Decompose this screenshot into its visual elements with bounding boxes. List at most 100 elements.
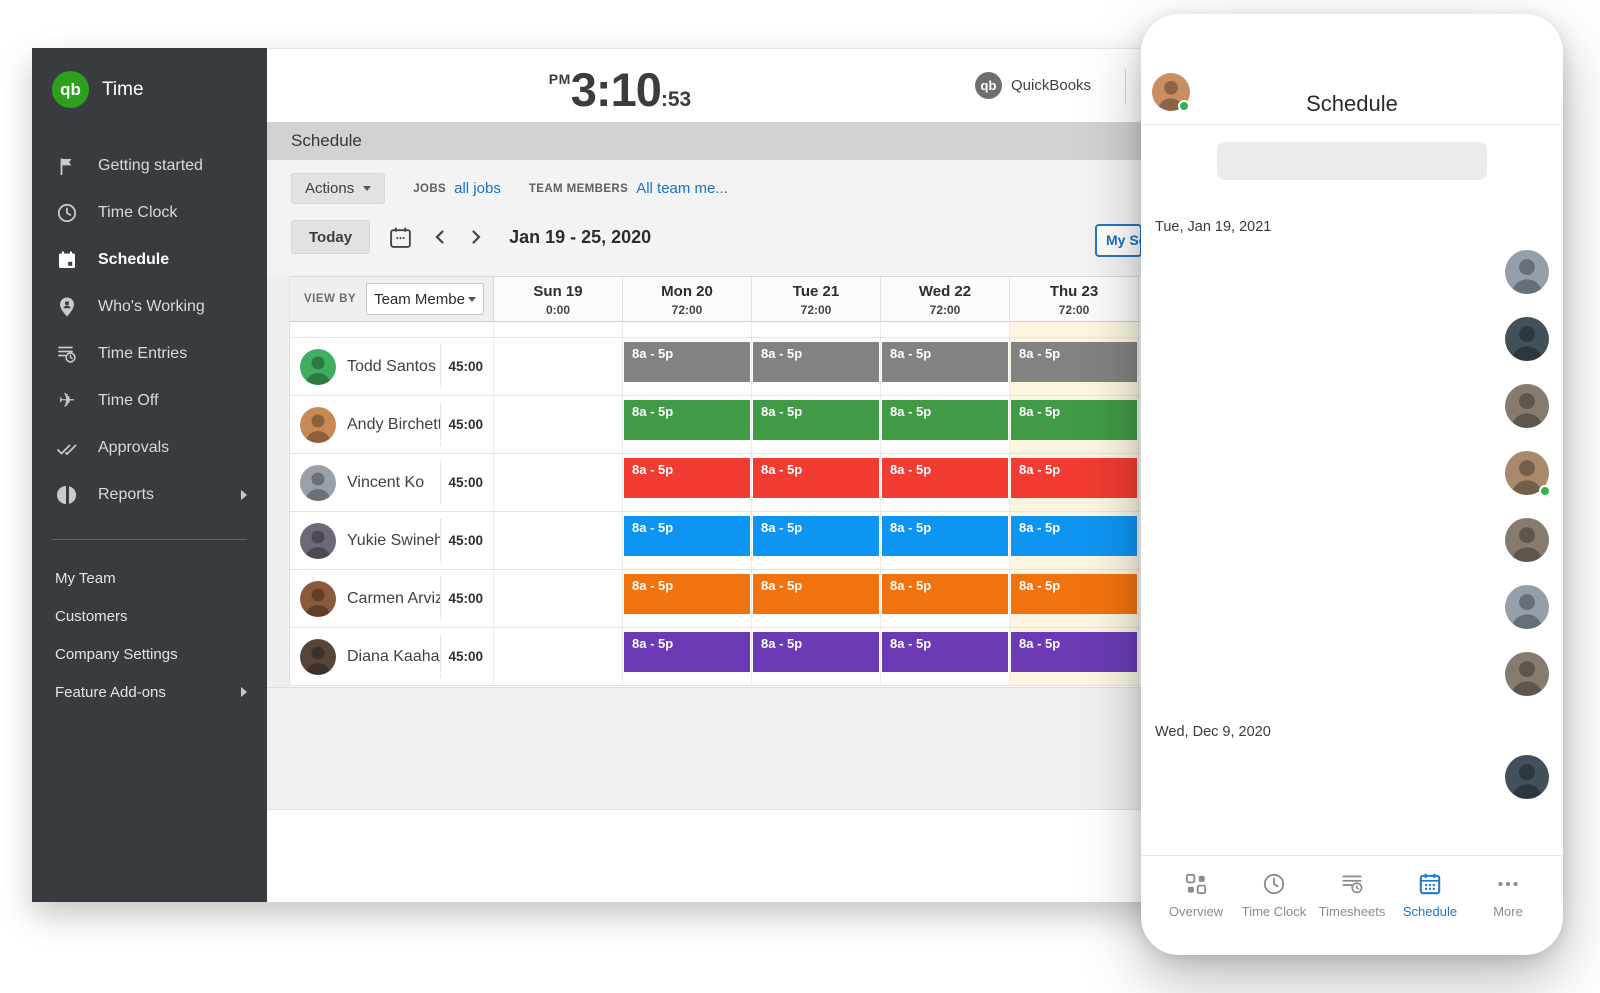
- shift-bar[interactable]: 8a - 5p: [753, 342, 879, 382]
- shift-bar[interactable]: 8a - 5p: [882, 400, 1008, 440]
- sidebar-item-whos-working[interactable]: Who's Working: [32, 283, 267, 330]
- sidebar-item-company-settings[interactable]: Company Settings: [32, 635, 267, 673]
- shift-cell-wed[interactable]: 8a - 5p: [881, 512, 1010, 569]
- day-header-cell[interactable]: Sun 19 0:00: [494, 277, 623, 321]
- sidebar-item-approvals[interactable]: Approvals: [32, 424, 267, 471]
- shift-cell-wed[interactable]: 8a - 5p: [881, 628, 1010, 685]
- day-header-cell[interactable]: Wed 22 72:00: [881, 277, 1010, 321]
- shift-cell-tue[interactable]: 8a - 5p: [752, 454, 881, 511]
- member-cell[interactable]: Todd Santos 45:00: [290, 338, 494, 395]
- shift-cell-tue[interactable]: 8a - 5p: [752, 570, 881, 627]
- shift-cell-tue[interactable]: 8a - 5p: [752, 396, 881, 453]
- shift-cell-wed[interactable]: 8a - 5p: [881, 454, 1010, 511]
- shift-bar[interactable]: 8a - 5p: [624, 574, 750, 614]
- shift-cell-wed[interactable]: 8a - 5p: [881, 570, 1010, 627]
- sidebar-item-customers[interactable]: Customers: [32, 597, 267, 635]
- nav-item-schedule[interactable]: Schedule: [1391, 871, 1469, 955]
- shift-cell-thu[interactable]: 8a - 5p: [1010, 338, 1139, 395]
- member-cell[interactable]: Vincent Ko 45:00: [290, 454, 494, 511]
- shift-bar[interactable]: 8a - 5p: [624, 632, 750, 672]
- shift-cell-mon[interactable]: 8a - 5p: [623, 512, 752, 569]
- sidebar-item-schedule[interactable]: Schedule: [32, 236, 267, 283]
- today-button[interactable]: Today: [291, 220, 371, 254]
- shift-cell-mon[interactable]: 8a - 5p: [623, 396, 752, 453]
- day-header-cell[interactable]: Mon 20 72:00: [623, 277, 752, 321]
- shift-bar[interactable]: 8a - 5p: [624, 458, 750, 498]
- shift-bar[interactable]: 8a - 5p: [753, 400, 879, 440]
- shift-cell-wed[interactable]: 8a - 5p: [881, 338, 1010, 395]
- shift-card[interactable]: Clean Up 10:30 am – 1:30 pm (3h): [1147, 444, 1557, 501]
- shift-bar[interactable]: 8a - 5p: [1011, 342, 1137, 382]
- shift-cell-thu[interactable]: 8a - 5p: [1010, 628, 1139, 685]
- my-schedule-button[interactable]: My Schedule: [1095, 224, 1142, 257]
- day-header-cell[interactable]: Tue 21 72:00: [752, 277, 881, 321]
- shift-cell-sun[interactable]: [494, 628, 623, 685]
- shift-cell-mon[interactable]: 8a - 5p: [623, 628, 752, 685]
- member-cell[interactable]: Carmen Arvizu 45:00: [290, 570, 494, 627]
- nav-item-timesheets[interactable]: Timesheets: [1313, 871, 1391, 955]
- shift-bar[interactable]: 8a - 5p: [882, 574, 1008, 614]
- shift-bar[interactable]: 8a - 5p: [753, 574, 879, 614]
- shift-cell-thu[interactable]: 8a - 5p: [1010, 396, 1139, 453]
- sidebar-item-reports[interactable]: Reports: [32, 471, 267, 518]
- shift-card[interactable]: Supervisor 1:30 – 3:30 pm (2h): [1147, 578, 1557, 635]
- shift-cell-wed[interactable]: 8a - 5p: [881, 396, 1010, 453]
- shift-cell-sun[interactable]: [494, 338, 623, 395]
- shift-bar[interactable]: 8a - 5p: [1011, 458, 1137, 498]
- jobs-filter-link[interactable]: all jobs: [454, 180, 501, 197]
- shift-card[interactable]: Mowing 7:00 – 10:30 am (3h 30m): [1147, 748, 1557, 805]
- shift-cell-mon[interactable]: 8a - 5p: [623, 454, 752, 511]
- shift-bar[interactable]: 8a - 5p: [624, 516, 750, 556]
- member-cell[interactable]: Yukie Swinehart 45:00: [290, 512, 494, 569]
- shift-cell-mon[interactable]: 8a - 5p: [623, 570, 752, 627]
- schedule-tab[interactable]: [1352, 145, 1484, 177]
- schedule-tab[interactable]: [1220, 145, 1352, 177]
- quickbooks-chip[interactable]: qb QuickBooks: [975, 72, 1091, 99]
- sidebar-item-my-team[interactable]: My Team: [32, 559, 267, 597]
- nav-item-more[interactable]: More: [1469, 871, 1547, 955]
- shift-card[interactable]: Supervisor 7:00 – 10:30 am (3h 30m): [1147, 243, 1557, 300]
- view-by-select[interactable]: Team Membe: [366, 283, 485, 315]
- member-cell[interactable]: Diana Kaaha 45:00: [290, 628, 494, 685]
- shift-cell-thu[interactable]: 8a - 5p: [1010, 454, 1139, 511]
- shift-bar[interactable]: 8a - 5p: [1011, 400, 1137, 440]
- shift-bar[interactable]: 8a - 5p: [624, 342, 750, 382]
- shift-bar[interactable]: 8a - 5p: [882, 458, 1008, 498]
- shift-cell-tue[interactable]: 8a - 5p: [752, 512, 881, 569]
- shift-bar[interactable]: 8a - 5p: [753, 516, 879, 556]
- shift-cell-thu[interactable]: 8a - 5p: [1010, 512, 1139, 569]
- shift-cell-tue[interactable]: 8a - 5p: [752, 338, 881, 395]
- day-header-cell[interactable]: Thu 23 72:00: [1010, 277, 1139, 321]
- shift-card[interactable]: Front Desk 12:30 – 1:30 pm (1h): [1147, 511, 1557, 568]
- shift-bar[interactable]: 8a - 5p: [753, 632, 879, 672]
- member-cell[interactable]: Andy Birchett 45:00: [290, 396, 494, 453]
- team-members-filter-link[interactable]: All team me...: [636, 180, 728, 197]
- actions-button[interactable]: Actions: [291, 173, 386, 204]
- nav-item-overview[interactable]: Overview: [1157, 871, 1235, 955]
- shift-bar[interactable]: 8a - 5p: [1011, 632, 1137, 672]
- sidebar-item-time-off[interactable]: ✈ Time Off: [32, 377, 267, 424]
- shift-bar[interactable]: 8a - 5p: [624, 400, 750, 440]
- shift-cell-sun[interactable]: [494, 454, 623, 511]
- shift-bar[interactable]: 8a - 5p: [882, 516, 1008, 556]
- next-week-button[interactable]: [467, 228, 485, 246]
- sidebar-item-time-entries[interactable]: Time Entries: [32, 330, 267, 377]
- shift-cell-sun[interactable]: [494, 396, 623, 453]
- shift-bar[interactable]: 8a - 5p: [1011, 574, 1137, 614]
- calendar-picker-button[interactable]: [388, 225, 413, 250]
- shift-cell-tue[interactable]: 8a - 5p: [752, 628, 881, 685]
- shift-cell-mon[interactable]: 8a - 5p: [623, 338, 752, 395]
- shift-cell-sun[interactable]: [494, 570, 623, 627]
- shift-card[interactable]: Front Desk 8:30 – 10:30 am (2h): [1147, 377, 1557, 434]
- nav-item-time-clock[interactable]: Time Clock: [1235, 871, 1313, 955]
- shift-bar[interactable]: 8a - 5p: [753, 458, 879, 498]
- shift-card[interactable]: Front Desk 2:00 – 3:30 pm (1h 30m): [1147, 645, 1557, 702]
- shift-bar[interactable]: 8a - 5p: [882, 342, 1008, 382]
- shift-cell-sun[interactable]: [494, 512, 623, 569]
- sidebar-item-getting-started[interactable]: Getting started: [32, 142, 267, 189]
- shift-bar[interactable]: 8a - 5p: [882, 632, 1008, 672]
- sidebar-item-time-clock[interactable]: Time Clock: [32, 189, 267, 236]
- shift-card[interactable]: Yard Work 7:00 – 10:30 am (3h 30m): [1147, 310, 1557, 367]
- shift-bar[interactable]: 8a - 5p: [1011, 516, 1137, 556]
- prev-week-button[interactable]: [431, 228, 449, 246]
